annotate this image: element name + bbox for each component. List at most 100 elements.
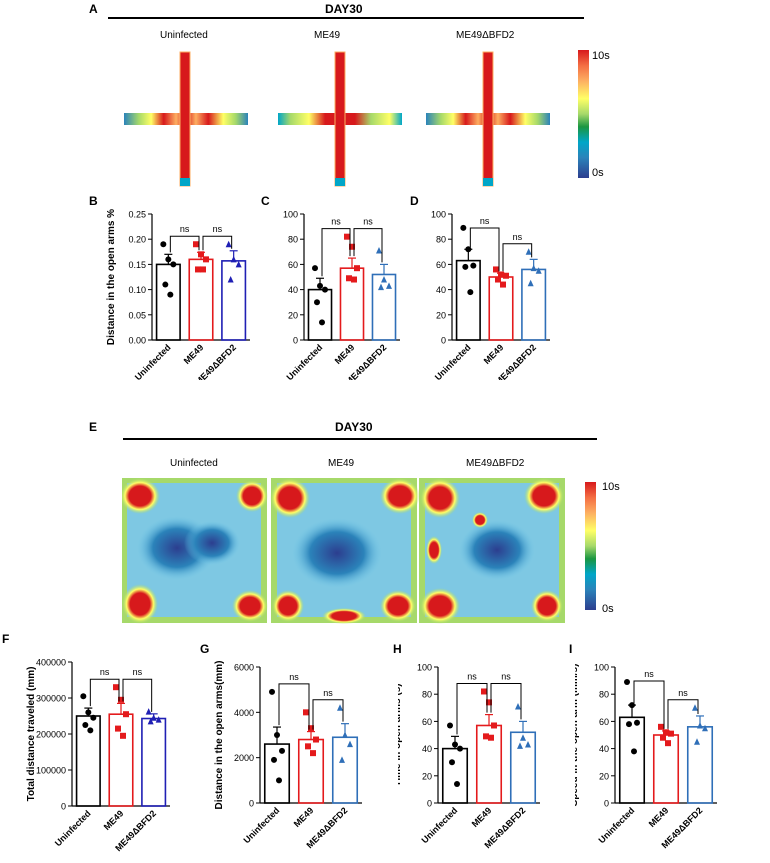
chart-f-ylabel: Total distance traveled (mm)	[26, 667, 37, 802]
chart-d-point	[525, 248, 532, 255]
chart-g-bracket-label: ns	[289, 672, 299, 682]
chart-h-point	[481, 688, 487, 695]
chart-b-point	[195, 266, 201, 273]
chart-c-xtick-label: Uninfected	[284, 342, 324, 380]
chart-b-point	[160, 241, 167, 248]
chart-g-ytick-label: 0	[249, 799, 254, 809]
chart-b-point	[170, 261, 177, 268]
chart-g-point	[276, 777, 282, 784]
chart-g-bar	[331, 736, 359, 804]
chart-g-bracket	[312, 699, 344, 730]
chart-b-point	[193, 241, 199, 248]
chart-b-ytick-label: 0.20	[128, 235, 146, 245]
chart-g-point	[310, 750, 316, 757]
chart-d-point	[462, 263, 469, 270]
chart-c-point	[349, 243, 355, 250]
chart-h-point	[491, 722, 497, 729]
chart-f-bracket-label: ns	[133, 667, 143, 677]
chart-g-point	[303, 709, 309, 716]
chart-f-point	[82, 722, 89, 728]
chart-c-point	[317, 282, 323, 289]
chart-b-point	[167, 291, 174, 298]
chart-c-bracket-label: ns	[363, 217, 373, 227]
chart-f-xtick-label: ME49	[102, 808, 126, 832]
chart-d-point	[493, 266, 499, 273]
chart-g-point	[305, 743, 311, 750]
chart-i-point	[658, 723, 664, 730]
chart-h-bracket-label: ns	[467, 671, 477, 681]
epm-scale-min: 0s	[592, 167, 604, 179]
oft-heatmap-bfd2	[419, 478, 565, 624]
chart-f-ytick-label: 0	[61, 802, 66, 812]
chart-i-bar	[686, 726, 714, 804]
chart-i-point	[660, 734, 666, 741]
chart-d-point	[530, 264, 537, 272]
chart-d-point	[470, 262, 477, 269]
chart-d-bar	[521, 268, 547, 341]
chart-d-ytick-label: 0	[441, 336, 446, 346]
chart-h-point	[525, 741, 531, 748]
chart-c-point	[354, 265, 360, 272]
chart-f-point	[85, 709, 92, 716]
oft-scale-max: 10s	[602, 481, 620, 493]
oft-group-label-bfd2: ME49ΔBFD2	[466, 458, 525, 469]
epm-group-label-bfd2: ME49ΔBFD2	[456, 30, 515, 41]
chart-c-xtick-label: ME49	[333, 342, 357, 366]
chart-b-ytick-label: 0.05	[128, 310, 146, 320]
chart-b: 0.00 0.05 0.10 0.15 0.20 0.25 Distance in the …	[106, 209, 250, 380]
chart-g-xtick-label: Uninfected	[241, 805, 281, 845]
chart-i-ylabel: Speed in the open arm (mm/s)	[575, 664, 580, 807]
oft-group-label-me49: ME49	[328, 458, 355, 469]
chart-f-point	[123, 711, 129, 718]
chart-d-bar	[455, 259, 481, 341]
panel-letter-b: B	[89, 194, 98, 208]
chart-c-ytick-label: 100	[283, 210, 298, 220]
chart-h-point	[483, 733, 489, 740]
epm-scale-max: 10s	[592, 50, 610, 62]
panel-letter-g: G	[200, 642, 210, 656]
chart-c-point	[351, 276, 357, 283]
chart-f-ytick-label: 300000	[36, 694, 66, 704]
chart-g-point	[279, 747, 285, 754]
chart-d-point	[535, 267, 542, 274]
chart-i-ytick-label: 0	[604, 799, 609, 809]
chart-d-bracket	[469, 227, 500, 272]
chart-f-ytick-label: 200000	[36, 730, 66, 740]
chart-g-point	[274, 732, 280, 738]
chart-b-ytick-label: 0.10	[128, 285, 146, 295]
chart-h-point	[486, 699, 492, 706]
chart-f-point	[150, 714, 157, 721]
chart-c-point	[344, 233, 350, 240]
chart-f-ytick-label: 100000	[36, 766, 66, 776]
chart-c-point	[322, 286, 328, 293]
chart-h-ytick-label: 80	[422, 690, 432, 700]
chart-g-point	[342, 731, 348, 738]
chart-b-bracket-label: ns	[213, 224, 223, 234]
epm-title: DAY30	[325, 2, 363, 16]
chart-b-ytick-label: 0.00	[128, 336, 146, 346]
chart-d-ytick-label: 40	[436, 285, 446, 295]
chart-f-point	[115, 725, 121, 732]
oft-heatmap-uninfected	[122, 478, 268, 624]
chart-g-xtick-label: ME49	[292, 805, 316, 829]
chart-f-point	[90, 714, 97, 721]
chart-i-bracket	[667, 699, 699, 729]
chart-i-point	[665, 740, 671, 747]
chart-b-bar	[221, 260, 247, 341]
chart-h-bracket	[456, 682, 488, 735]
chart-g-point	[313, 736, 319, 743]
chart-h: 0 20 40 60 80 100 Time in open arms (s) Uninfec…	[398, 663, 540, 850]
chart-g-bracket	[278, 683, 310, 730]
chart-g-point	[271, 756, 277, 763]
chart-i-point	[694, 738, 700, 745]
epm-color-scale	[578, 50, 589, 178]
chart-g-ytick-label: 6000	[234, 663, 254, 673]
chart-c-point	[319, 319, 325, 326]
chart-g-point	[339, 756, 345, 763]
chart-h-point	[449, 759, 455, 766]
chart-f-point	[147, 717, 154, 725]
chart-g-ytick-label: 2000	[234, 753, 254, 763]
chart-d-point	[465, 246, 472, 253]
chart-g-bracket-label: ns	[323, 688, 333, 698]
